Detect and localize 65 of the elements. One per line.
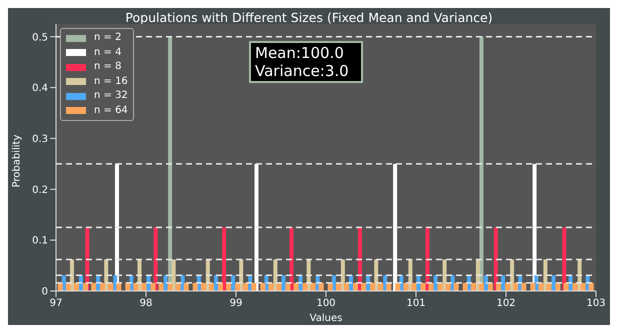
x-tick-label: 101 xyxy=(406,298,426,310)
bar xyxy=(521,282,526,291)
bar xyxy=(281,275,286,291)
legend-label: n = 8 xyxy=(94,60,122,74)
x-tick-label: 99 xyxy=(230,298,242,310)
bar xyxy=(572,282,578,291)
chart-title: Populations with Different Sizes (Fixed Mean and Variance) xyxy=(124,10,494,25)
bar xyxy=(530,282,536,291)
x-tick-label: 100 xyxy=(316,298,336,310)
x-tick-label: 97 xyxy=(50,298,62,310)
annotation: Mean:100.0 xyxy=(255,44,345,62)
bar xyxy=(172,259,176,291)
bar xyxy=(470,282,476,291)
bar xyxy=(513,282,518,291)
legend-label: n = 64 xyxy=(94,104,128,118)
bar xyxy=(462,282,468,291)
y-tick-label: 0.2 xyxy=(32,184,48,196)
x-axis-title: Values xyxy=(310,313,342,324)
legend-label: n = 2 xyxy=(94,31,122,45)
bar xyxy=(352,282,358,291)
bar xyxy=(260,282,266,291)
bar xyxy=(551,275,556,291)
bar xyxy=(310,282,316,291)
bar xyxy=(164,275,168,291)
bar xyxy=(243,282,248,291)
bar xyxy=(302,282,308,291)
bar xyxy=(251,282,256,291)
bar xyxy=(192,282,198,291)
bar xyxy=(434,275,438,291)
y-tick-label: 0.1 xyxy=(32,236,48,247)
y-tick-label: 0.4 xyxy=(32,83,48,94)
x-tick-label: 103 xyxy=(586,298,606,310)
bar xyxy=(393,164,398,291)
bar xyxy=(420,282,426,291)
bar xyxy=(141,282,146,291)
bar xyxy=(154,227,158,291)
bar xyxy=(370,282,376,291)
bar xyxy=(222,227,226,291)
y-axis-title: Probability xyxy=(12,134,23,188)
bar xyxy=(501,275,506,291)
bar xyxy=(442,259,447,291)
y-tick-label: 0 xyxy=(42,286,48,298)
bar xyxy=(361,282,366,291)
bar xyxy=(340,259,345,291)
legend-label: n = 16 xyxy=(94,74,128,88)
x-tick-label: 98 xyxy=(140,298,152,310)
bar xyxy=(411,282,416,291)
x-tick-label: 102 xyxy=(496,298,516,310)
bar xyxy=(200,282,206,291)
bar xyxy=(290,227,294,291)
bar xyxy=(150,282,156,291)
y-tick-label: 0.5 xyxy=(32,32,48,44)
annotation: Variance:3.0 xyxy=(255,62,349,80)
bar xyxy=(82,282,88,291)
legend-label: n = 32 xyxy=(94,89,128,103)
y-tick-label: 0.3 xyxy=(32,134,48,145)
bar xyxy=(494,227,498,291)
bar xyxy=(214,275,218,291)
bar xyxy=(484,275,488,291)
bar xyxy=(254,164,258,291)
bar xyxy=(91,282,96,291)
bar xyxy=(231,275,236,291)
legend-label: n = 4 xyxy=(94,46,122,60)
bar xyxy=(100,282,106,291)
bar xyxy=(580,282,586,291)
